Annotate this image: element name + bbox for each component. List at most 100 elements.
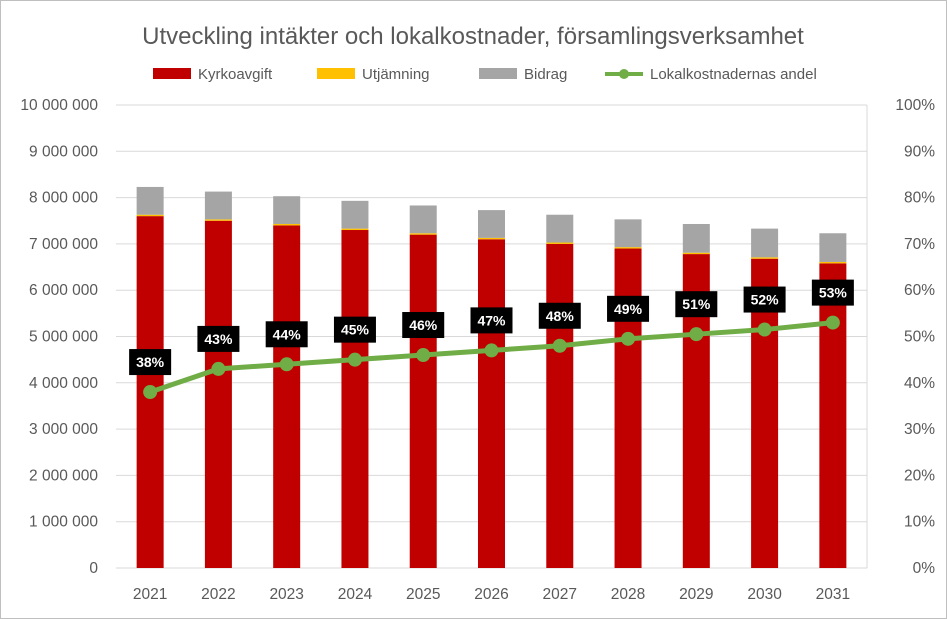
legend-label: Lokalkostnadernas andel: [650, 66, 817, 83]
x-tick-label: 2030: [747, 586, 782, 603]
data-labels: 38% 43% 44% 45% 46% 47% 48% 49% 51% 52% 53%: [129, 279, 854, 376]
x-tick-label: 2031: [816, 586, 850, 603]
right-tick-label: 90%: [904, 143, 935, 160]
left-tick-label: 1 000 000: [29, 514, 98, 531]
bar-bidrag: [341, 200, 369, 229]
line-point: [416, 348, 431, 363]
right-tick-label: 40%: [904, 375, 935, 392]
bar-bidrag: [136, 186, 164, 215]
right-tick-label: 10%: [904, 514, 935, 531]
line-point: [689, 327, 704, 342]
line-point: [211, 361, 226, 376]
bar-bidrag: [682, 223, 710, 253]
x-tick-label: 2028: [611, 586, 645, 603]
bar-utjämning: [341, 228, 369, 231]
bar-bidrag: [204, 191, 232, 220]
chart-title: Utveckling intäkter och lokalkostnader, …: [142, 23, 804, 50]
bar-kyrkoavgift: [409, 234, 437, 568]
bar-kyrkoavgift: [204, 220, 232, 568]
data-label: 52%: [751, 292, 780, 308]
line-point: [825, 315, 840, 330]
bar-utjämning: [682, 252, 710, 255]
right-tick-label: 100%: [895, 97, 935, 114]
legend-swatch: [153, 68, 191, 79]
line-point: [484, 343, 499, 358]
bar-utjämning: [751, 257, 779, 259]
data-label-box: [129, 349, 172, 376]
bar-utjämning: [819, 261, 847, 264]
bar-bidrag: [751, 228, 779, 258]
data-label: 49%: [614, 301, 643, 317]
bar-bidrag: [478, 210, 505, 238]
right-axis: 0% 10% 20% 30% 40% 50% 60% 70% 80% 90% 100%: [895, 97, 935, 577]
bar-utjämning: [136, 214, 164, 217]
data-label: 38%: [136, 354, 165, 370]
line-point: [279, 357, 294, 372]
x-tick-label: 2022: [201, 586, 235, 603]
line-point: [143, 385, 158, 400]
data-label: 53%: [819, 285, 848, 301]
bar-kyrkoavgift: [341, 230, 369, 568]
left-tick-label: 5 000 000: [29, 329, 98, 346]
left-tick-label: 9 000 000: [29, 143, 98, 160]
data-label-box: [265, 321, 308, 348]
bar-kyrkoavgift: [546, 243, 574, 568]
line-point: [621, 331, 636, 346]
legend-label: Utjämning: [362, 66, 430, 83]
bar-bidrag: [546, 214, 574, 243]
x-tick-label: 2024: [338, 586, 373, 603]
right-tick-label: 20%: [904, 467, 935, 484]
line-point: [347, 352, 362, 367]
bar-bidrag: [819, 233, 847, 262]
bar-kyrkoavgift: [478, 239, 505, 568]
chart-legend: Kyrkoavgift Utjämning Bidrag Lokalkostnader…: [153, 66, 817, 83]
data-label: 45%: [341, 322, 370, 338]
legend-label: Kyrkoavgift: [198, 66, 273, 83]
x-axis: 2021 2022 2023 2024 2025 2026 2027 2028 2029 2030…: [133, 586, 850, 603]
bar-bidrag: [273, 196, 301, 224]
bar-utjämning: [273, 223, 301, 226]
bar-bidrag: [614, 219, 642, 248]
left-tick-label: 7 000 000: [29, 236, 98, 253]
left-tick-label: 0: [89, 560, 98, 577]
bar-utjämning: [409, 233, 437, 235]
left-axis: 0 1 000 000 2 000 000 3 000 000 4 000 000 5 0…: [20, 97, 98, 577]
bar-kyrkoavgift: [273, 225, 301, 568]
data-label: 47%: [477, 312, 506, 328]
left-tick-label: 6 000 000: [29, 282, 98, 299]
legend-swatch: [317, 68, 355, 79]
data-label-box: [197, 325, 240, 352]
line-point: [757, 322, 772, 337]
right-tick-label: 0%: [913, 560, 936, 577]
data-label: 46%: [409, 317, 438, 333]
data-label-box: [743, 286, 786, 313]
data-label-box: [811, 279, 854, 306]
right-tick-label: 70%: [904, 236, 935, 253]
x-tick-label: 2023: [269, 586, 303, 603]
data-label-box: [675, 291, 718, 318]
bar-utjämning: [204, 219, 232, 221]
bar-utjämning: [614, 247, 642, 249]
data-label-box: [470, 307, 513, 334]
x-tick-label: 2025: [406, 586, 440, 603]
legend-label: Bidrag: [524, 66, 567, 83]
data-label-box: [538, 302, 581, 329]
left-tick-label: 3 000 000: [29, 421, 98, 438]
bar-utjämning: [478, 237, 505, 240]
data-label: 43%: [204, 331, 233, 347]
line-point: [552, 338, 567, 353]
legend-swatch-marker: [619, 69, 629, 79]
left-tick-label: 2 000 000: [29, 467, 98, 484]
legend-swatch: [479, 68, 517, 79]
right-tick-label: 80%: [904, 190, 935, 207]
x-tick-label: 2021: [133, 586, 167, 603]
x-tick-label: 2027: [543, 586, 577, 603]
x-tick-label: 2026: [474, 586, 508, 603]
right-tick-label: 30%: [904, 421, 935, 438]
left-tick-label: 4 000 000: [29, 375, 98, 392]
bar-bidrag: [409, 205, 437, 234]
left-tick-label: 8 000 000: [29, 190, 98, 207]
bar-kyrkoavgift: [819, 263, 847, 568]
data-label-box: [333, 316, 376, 343]
